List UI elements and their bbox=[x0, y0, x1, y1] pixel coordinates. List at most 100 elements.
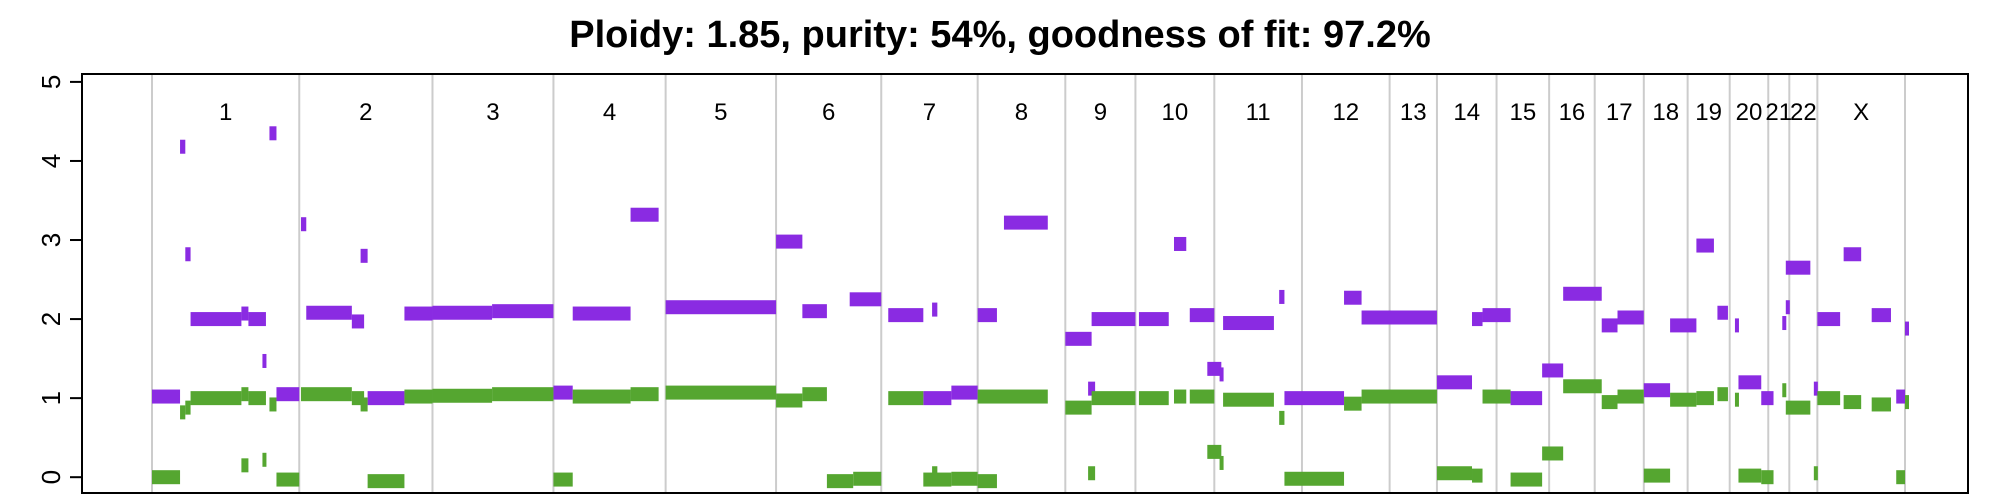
major-copy-number-segment bbox=[1563, 286, 1602, 301]
chromosome-label: 5 bbox=[714, 99, 727, 126]
minor-copy-number-segment bbox=[1088, 466, 1096, 481]
minor-copy-number-segment bbox=[1542, 446, 1564, 461]
major-copy-number-segment bbox=[1817, 312, 1841, 327]
major-copy-number-segment bbox=[849, 292, 882, 307]
major-copy-number-segment bbox=[1734, 318, 1739, 333]
minor-copy-number-segment bbox=[1601, 395, 1618, 410]
major-copy-number-segment bbox=[1717, 305, 1728, 320]
major-copy-number-segment bbox=[1223, 316, 1274, 331]
minor-copy-number-segment bbox=[826, 474, 854, 489]
minor-copy-number-segment bbox=[360, 397, 368, 412]
major-copy-number-segment bbox=[1173, 236, 1187, 251]
minor-copy-number-segment bbox=[1782, 383, 1787, 398]
major-copy-number-segment bbox=[1091, 312, 1136, 327]
major-copy-number-segment bbox=[1510, 391, 1543, 406]
major-copy-number-segment bbox=[1617, 310, 1644, 325]
minor-copy-number-segment bbox=[241, 458, 249, 473]
minor-copy-number-segment bbox=[1207, 444, 1222, 459]
major-copy-number-segment bbox=[1785, 300, 1790, 315]
minor-copy-number-segment bbox=[1189, 389, 1215, 404]
minor-copy-number-segment bbox=[1896, 470, 1905, 485]
minor-copy-number-segment bbox=[241, 387, 249, 402]
major-copy-number-segment bbox=[1785, 260, 1811, 275]
major-copy-number-segment bbox=[367, 391, 405, 406]
chromosome-label: 6 bbox=[822, 99, 835, 126]
major-copy-number-segment bbox=[1738, 375, 1762, 390]
major-copy-number-segment bbox=[1482, 308, 1511, 323]
minor-copy-number-segment bbox=[1617, 389, 1644, 404]
major-copy-number-segment bbox=[432, 305, 493, 320]
minor-copy-number-segment bbox=[1223, 392, 1274, 407]
major-copy-number-segment bbox=[1670, 318, 1697, 333]
major-copy-number-segment bbox=[776, 234, 803, 249]
major-copy-number-segment bbox=[1088, 381, 1096, 396]
minor-copy-number-segment bbox=[367, 474, 405, 489]
minor-copy-number-segment bbox=[404, 389, 433, 404]
major-copy-number-segment bbox=[1361, 310, 1437, 325]
minor-copy-number-segment bbox=[190, 391, 242, 406]
major-copy-number-segment bbox=[1189, 308, 1215, 323]
chart-title: Ploidy: 1.85, purity: 54%, goodness of f… bbox=[569, 14, 1431, 56]
major-copy-number-segment bbox=[1782, 316, 1787, 331]
minor-copy-number-segment bbox=[932, 466, 938, 481]
major-copy-number-segment bbox=[190, 312, 242, 327]
major-copy-number-segment bbox=[269, 126, 277, 141]
minor-copy-number-segment bbox=[1279, 410, 1285, 425]
major-copy-number-segment bbox=[1643, 383, 1671, 398]
major-copy-number-segment bbox=[360, 248, 368, 263]
minor-copy-number-segment bbox=[1510, 472, 1543, 487]
major-copy-number-segment bbox=[1871, 308, 1891, 323]
minor-copy-number-segment bbox=[951, 471, 978, 486]
major-copy-number-segment bbox=[1219, 367, 1224, 382]
plot-frame bbox=[81, 73, 1969, 494]
major-copy-number-segment bbox=[1542, 363, 1564, 378]
major-copy-number-segment bbox=[1207, 361, 1222, 376]
major-copy-number-segment bbox=[1279, 289, 1285, 304]
major-copy-number-segment bbox=[1905, 321, 1909, 336]
chromosome-label: 16 bbox=[1559, 99, 1586, 126]
major-copy-number-segment bbox=[404, 306, 433, 321]
minor-copy-number-segment bbox=[853, 471, 882, 486]
chromosome-label: 12 bbox=[1332, 99, 1359, 126]
minor-copy-number-segment bbox=[152, 470, 181, 485]
major-copy-number-segment bbox=[248, 312, 266, 327]
minor-copy-number-segment bbox=[977, 389, 1048, 404]
minor-copy-number-segment bbox=[1696, 391, 1714, 406]
minor-copy-number-segment bbox=[185, 400, 191, 415]
minor-copy-number-segment bbox=[1738, 468, 1762, 483]
minor-copy-number-segment bbox=[1563, 379, 1602, 394]
chromosome-label: 11 bbox=[1246, 99, 1271, 126]
major-copy-number-segment bbox=[1601, 318, 1618, 333]
minor-copy-number-segment bbox=[1472, 468, 1483, 483]
major-copy-number-segment bbox=[185, 247, 191, 262]
major-copy-number-segment bbox=[1065, 331, 1092, 346]
chromosome-label: 1 bbox=[219, 99, 232, 126]
minor-copy-number-segment bbox=[1717, 387, 1728, 402]
chromosome-label: 22 bbox=[1790, 99, 1817, 126]
chromosome-label: 19 bbox=[1695, 99, 1722, 126]
major-copy-number-segment bbox=[553, 385, 573, 400]
y-tick-label: 5 bbox=[36, 75, 66, 89]
minor-copy-number-segment bbox=[301, 387, 352, 402]
minor-copy-number-segment bbox=[1843, 395, 1862, 410]
minor-copy-number-segment bbox=[180, 405, 186, 420]
minor-copy-number-segment bbox=[1284, 471, 1345, 486]
chromosome-label: 18 bbox=[1652, 99, 1679, 126]
chromosome-label: 2 bbox=[359, 99, 372, 126]
minor-copy-number-segment bbox=[1905, 395, 1909, 410]
chromosome-label: 20 bbox=[1736, 99, 1763, 126]
major-copy-number-segment bbox=[802, 304, 827, 319]
y-tick-label: 1 bbox=[36, 391, 66, 405]
major-copy-number-segment bbox=[1436, 375, 1473, 390]
minor-copy-number-segment bbox=[1670, 392, 1697, 407]
minor-copy-number-segment bbox=[1734, 392, 1739, 407]
minor-copy-number-segment bbox=[888, 391, 924, 406]
minor-copy-number-segment bbox=[269, 397, 277, 412]
minor-copy-number-segment bbox=[1871, 397, 1891, 412]
minor-copy-number-segment bbox=[1065, 400, 1092, 415]
major-copy-number-segment bbox=[1813, 381, 1818, 396]
chromosome-label: 3 bbox=[486, 99, 499, 126]
y-tick-label: 3 bbox=[36, 233, 66, 247]
major-copy-number-segment bbox=[262, 353, 267, 368]
